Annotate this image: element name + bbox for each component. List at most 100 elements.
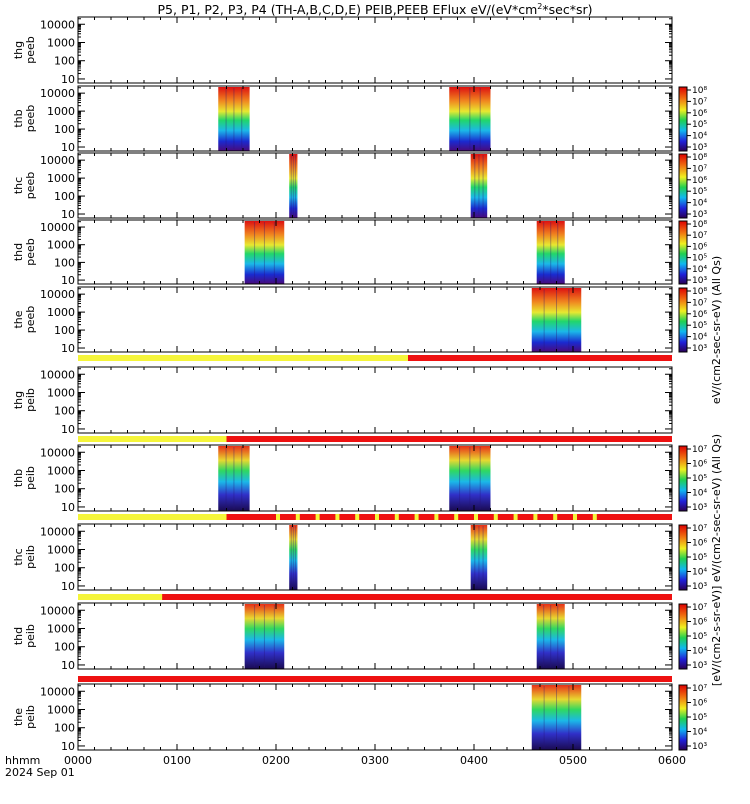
y-tick-label: 1000 [47,172,75,185]
data-block [536,604,565,669]
colorbar-tick-label: 10³ [692,210,707,220]
colorbar: 10³ 10⁴ 10⁵ 10⁶ 10⁷ [678,603,707,671]
x-tick-label: 0100 [163,754,191,767]
panel-label-probe: thb [12,109,25,127]
panel-frame [77,152,673,219]
x-tick-label: 0400 [460,754,488,767]
colorbar-tick-label: 10⁴ [692,132,707,142]
colorbar-tick-label: 10⁸ [692,86,707,96]
flag-bar-red [78,594,672,600]
y-tick-label: 100 [54,123,75,136]
panel-frame [77,16,673,84]
y-tick-label: 100 [54,641,75,654]
colorbar-swatch [678,86,688,152]
flag-bar-yellow-segment [276,514,280,520]
panel-label-instrument: peeb [24,105,37,133]
data-block [470,154,488,218]
y-tick-label: 10000 [40,604,75,617]
panel-label-instrument: peib [24,545,37,569]
colorbar-tick-label: 10⁷ [692,164,707,174]
y-tick-label: 1000 [47,622,75,635]
colorbar-tick-label: 10⁷ [692,231,707,241]
flag-bar-yellow-segment [553,514,558,520]
y-tick-label: 10 [61,274,75,287]
flag-bar [78,594,672,600]
colorbar-swatch [678,153,688,219]
panel-frame [77,286,673,353]
y-tick-label: 10 [61,342,75,355]
colorbar-swatch [678,684,688,751]
panel-frame [77,602,673,670]
panel-label: thbpeib [12,466,37,490]
panel-label-instrument: peeb [24,172,37,200]
y-tick-label: 1000 [47,543,75,556]
colorbar-tick-label: 10⁶ [692,618,707,628]
y-tick-label: 10000 [40,18,75,31]
colorbar-electron-label: eV/(cm2-sec-sr-eV) (All Qs) [710,256,723,404]
y-tick-label: 1000 [47,36,75,49]
flag-bar [78,676,672,682]
colorbar-tick-label: 10⁵ [692,632,707,642]
flag-bar-yellow [78,594,163,600]
colorbar-tick-label: 10⁵ [692,321,707,331]
panel-label-probe: thc [12,548,25,565]
panel-label-probe: thb [12,469,25,487]
y-tick-label: 100 [54,483,75,496]
x-tick-label: 0600 [658,754,686,767]
colorbar-tick-label: 10⁵ [692,713,707,723]
flag-bar-red [78,436,672,442]
panel-label-instrument: peib [24,624,37,648]
y-tick-label: 10 [61,423,75,436]
y-tick-label: 100 [54,562,75,575]
panel-label: thepeeb [12,306,37,334]
colorbar-tick-label: 10⁴ [692,728,707,738]
y-tick-label: 10000 [40,525,75,538]
data-block [218,446,250,511]
y-tick-label: 1000 [47,386,75,399]
flag-bar-yellow-segment [434,514,439,520]
y-tick-label: 10000 [40,685,75,698]
panel-frame [77,366,673,434]
y-tick-label: 10 [61,141,75,154]
colorbar-tick-label: 10⁴ [692,489,707,499]
panel-frame [77,523,673,591]
y-tick-label: 10 [61,208,75,221]
colorbar-tick-label: 10⁴ [692,199,707,209]
panel-label-probe: thg [12,41,25,59]
colorbar-swatch [678,287,688,353]
panel-label: thbpeeb [12,105,37,133]
colorbar-tick-label: 10⁶ [692,310,707,320]
flag-bar-yellow-segment [493,514,498,520]
colorbar-tick-label: 10⁶ [692,460,707,470]
y-tick-label: 1000 [47,105,75,118]
y-tick-label: 10 [61,659,75,672]
panel-label: thgpeib [12,388,37,412]
panel-label-instrument: peeb [24,306,37,334]
colorbars: 10³10⁴10⁵10⁶10⁷10⁸10³10⁴10⁵10⁶10⁷10⁸10³1… [678,86,707,752]
panel-label-probe: thg [12,391,25,409]
spectrogram-panels: 10100100010000thgpeeb10100100010000thbpe… [12,16,673,753]
panel-label-probe: the [12,708,25,726]
panel-label: thcpeib [12,545,37,569]
y-tick-label: 10000 [40,288,75,301]
y-tick-label: 1000 [47,306,75,319]
panel-frame [77,444,673,512]
colorbar-tick-label: 10³ [692,276,707,286]
x-tick-label: 0200 [262,754,290,767]
y-tick-label: 1000 [47,464,75,477]
y-tick-label: 10 [61,580,75,593]
colorbar-swatch [678,524,688,591]
panel-label-instrument: peib [24,705,37,729]
data-block [536,221,565,284]
colorbar: 10³ 10⁴ 10⁵ 10⁶ 10⁷ [678,445,707,513]
colorbar-tick-label: 10⁵ [692,187,707,197]
flag-bar-yellow-segment [573,514,577,520]
